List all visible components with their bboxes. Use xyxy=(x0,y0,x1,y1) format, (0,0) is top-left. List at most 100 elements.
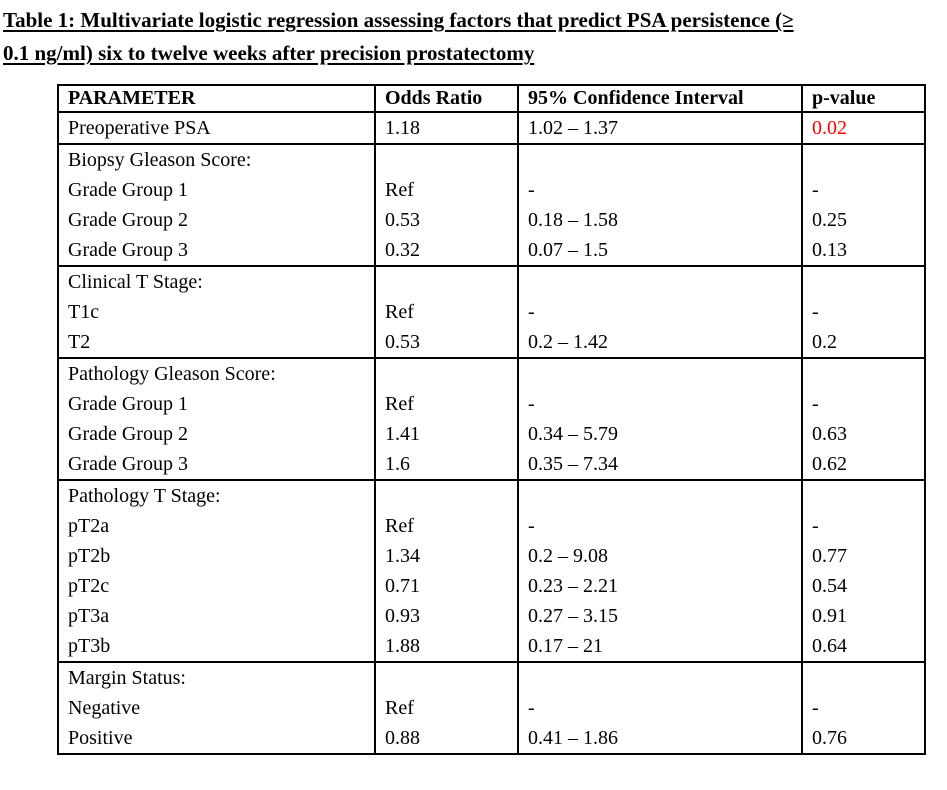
table-row: Pathology T Stage: xyxy=(57,480,926,511)
parameter-cell: Grade Group 2 xyxy=(57,419,376,449)
p-value-cell: 0.62 xyxy=(801,449,926,480)
odds-ratio-cell: 1.34 xyxy=(374,541,519,571)
table-row: Grade Group 2 1.41 0.34 – 5.79 0.63 xyxy=(57,419,926,449)
table-row: Grade Group 1 Ref - - xyxy=(57,175,926,205)
odds-ratio-cell xyxy=(374,266,519,297)
header-cell-confidence-interval: 95% Confidence Interval xyxy=(517,85,803,112)
ci-cell: - xyxy=(517,511,803,541)
table-row: T1c Ref - - xyxy=(57,297,926,327)
table-row: Clinical T Stage: xyxy=(57,266,926,297)
p-value-cell: 0.76 xyxy=(801,723,926,754)
odds-ratio-cell: 0.32 xyxy=(374,235,519,266)
table-title-line-1: Table 1: Multivariate logistic regressio… xyxy=(3,8,794,32)
ci-cell: - xyxy=(517,389,803,419)
section-margin-status: Margin Status: Negative Ref - - Positive 0.88 0… xyxy=(57,662,926,754)
p-value-cell xyxy=(801,662,926,693)
table-row: Negative Ref - - xyxy=(57,693,926,723)
table-row: T2 0.53 0.2 – 1.42 0.2 xyxy=(57,327,926,358)
parameter-cell: Pathology T Stage: xyxy=(57,480,376,511)
p-value-cell: - xyxy=(801,297,926,327)
p-value-cell: 0.64 xyxy=(801,631,926,662)
parameter-cell: Preoperative PSA xyxy=(57,112,376,144)
odds-ratio-cell: Ref xyxy=(374,693,519,723)
parameter-cell: Grade Group 2 xyxy=(57,205,376,235)
odds-ratio-cell: 0.88 xyxy=(374,723,519,754)
p-value-cell: 0.2 xyxy=(801,327,926,358)
table-row: Preoperative PSA 1.18 1.02 – 1.37 0.02 xyxy=(57,112,926,144)
odds-ratio-cell: 1.6 xyxy=(374,449,519,480)
regression-table: PARAMETER Odds Ratio 95% Confidence Inte… xyxy=(57,84,926,755)
odds-ratio-cell: 0.53 xyxy=(374,205,519,235)
p-value-cell xyxy=(801,480,926,511)
ci-cell xyxy=(517,662,803,693)
parameter-cell: Pathology Gleason Score: xyxy=(57,358,376,389)
parameter-cell: T1c xyxy=(57,297,376,327)
p-value-cell: 0.63 xyxy=(801,419,926,449)
ci-cell xyxy=(517,266,803,297)
p-value-cell: 0.13 xyxy=(801,235,926,266)
parameter-cell: Grade Group 3 xyxy=(57,449,376,480)
parameter-cell: Positive xyxy=(57,723,376,754)
p-value-cell xyxy=(801,144,926,175)
odds-ratio-cell: 0.71 xyxy=(374,571,519,601)
table-row: Grade Group 2 0.53 0.18 – 1.58 0.25 xyxy=(57,205,926,235)
ci-cell: - xyxy=(517,693,803,723)
ci-cell: 0.35 – 7.34 xyxy=(517,449,803,480)
parameter-cell: Negative xyxy=(57,693,376,723)
table-row: Grade Group 1 Ref - - xyxy=(57,389,926,419)
table-row: pT2b 1.34 0.2 – 9.08 0.77 xyxy=(57,541,926,571)
odds-ratio-cell: 1.41 xyxy=(374,419,519,449)
odds-ratio-cell: 1.18 xyxy=(374,112,519,144)
table-title-line-2: 0.1 ng/ml) six to twelve weeks after pre… xyxy=(3,41,535,65)
p-value-cell: - xyxy=(801,693,926,723)
parameter-cell: Clinical T Stage: xyxy=(57,266,376,297)
table-row: pT2a Ref - - xyxy=(57,511,926,541)
header-row: PARAMETER Odds Ratio 95% Confidence Inte… xyxy=(57,85,926,112)
section-pathology-gleason-score: Pathology Gleason Score: Grade Group 1 Ref… xyxy=(57,358,926,480)
p-value-cell: 0.54 xyxy=(801,571,926,601)
table-row: pT3b 1.88 0.17 – 21 0.64 xyxy=(57,631,926,662)
ci-cell: 0.23 – 2.21 xyxy=(517,571,803,601)
section-biopsy-gleason-score: Biopsy Gleason Score: Grade Group 1 Ref - - G… xyxy=(57,144,926,266)
parameter-cell: Grade Group 3 xyxy=(57,235,376,266)
odds-ratio-cell: Ref xyxy=(374,389,519,419)
p-value-cell: - xyxy=(801,389,926,419)
table-title: Table 1: Multivariate logistic regressio… xyxy=(3,4,944,70)
header-cell-parameter: PARAMETER xyxy=(57,85,376,112)
table-header: PARAMETER Odds Ratio 95% Confidence Inte… xyxy=(57,85,926,112)
table-row: pT3a 0.93 0.27 – 3.15 0.91 xyxy=(57,601,926,631)
parameter-cell: T2 xyxy=(57,327,376,358)
parameter-cell: Grade Group 1 xyxy=(57,389,376,419)
p-value-cell: 0.25 xyxy=(801,205,926,235)
ci-cell: - xyxy=(517,297,803,327)
table-row: Margin Status: xyxy=(57,662,926,693)
parameter-cell: pT3a xyxy=(57,601,376,631)
ci-cell: 0.2 – 9.08 xyxy=(517,541,803,571)
odds-ratio-cell xyxy=(374,358,519,389)
parameter-cell: Margin Status: xyxy=(57,662,376,693)
table-row: Pathology Gleason Score: xyxy=(57,358,926,389)
odds-ratio-cell: 1.88 xyxy=(374,631,519,662)
header-cell-p-value: p-value xyxy=(801,85,926,112)
ci-cell: - xyxy=(517,175,803,205)
parameter-cell: pT2b xyxy=(57,541,376,571)
ci-cell: 0.2 – 1.42 xyxy=(517,327,803,358)
p-value-cell xyxy=(801,358,926,389)
p-value-cell xyxy=(801,266,926,297)
table-row: Positive 0.88 0.41 – 1.86 0.76 xyxy=(57,723,926,754)
odds-ratio-cell xyxy=(374,480,519,511)
table-row: Biopsy Gleason Score: xyxy=(57,144,926,175)
parameter-cell: Grade Group 1 xyxy=(57,175,376,205)
ci-cell: 0.34 – 5.79 xyxy=(517,419,803,449)
odds-ratio-cell xyxy=(374,144,519,175)
ci-cell: 0.17 – 21 xyxy=(517,631,803,662)
table-row: Grade Group 3 1.6 0.35 – 7.34 0.62 xyxy=(57,449,926,480)
p-value-cell: - xyxy=(801,175,926,205)
table-row: Grade Group 3 0.32 0.07 – 1.5 0.13 xyxy=(57,235,926,266)
ci-cell: 1.02 – 1.37 xyxy=(517,112,803,144)
section-pathology-t-stage: Pathology T Stage: pT2a Ref - - pT2b 1.34 0.2 –… xyxy=(57,480,926,662)
ci-cell: 0.07 – 1.5 xyxy=(517,235,803,266)
section-clinical-t-stage: Clinical T Stage: T1c Ref - - T2 0.53 0.2 – 1.4… xyxy=(57,266,926,358)
ci-cell xyxy=(517,358,803,389)
p-value-cell: 0.91 xyxy=(801,601,926,631)
